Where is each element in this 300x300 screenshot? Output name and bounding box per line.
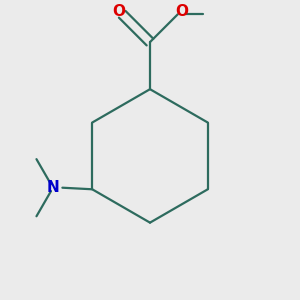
Text: O: O bbox=[175, 4, 188, 19]
Text: N: N bbox=[46, 180, 59, 195]
Text: O: O bbox=[112, 4, 125, 19]
